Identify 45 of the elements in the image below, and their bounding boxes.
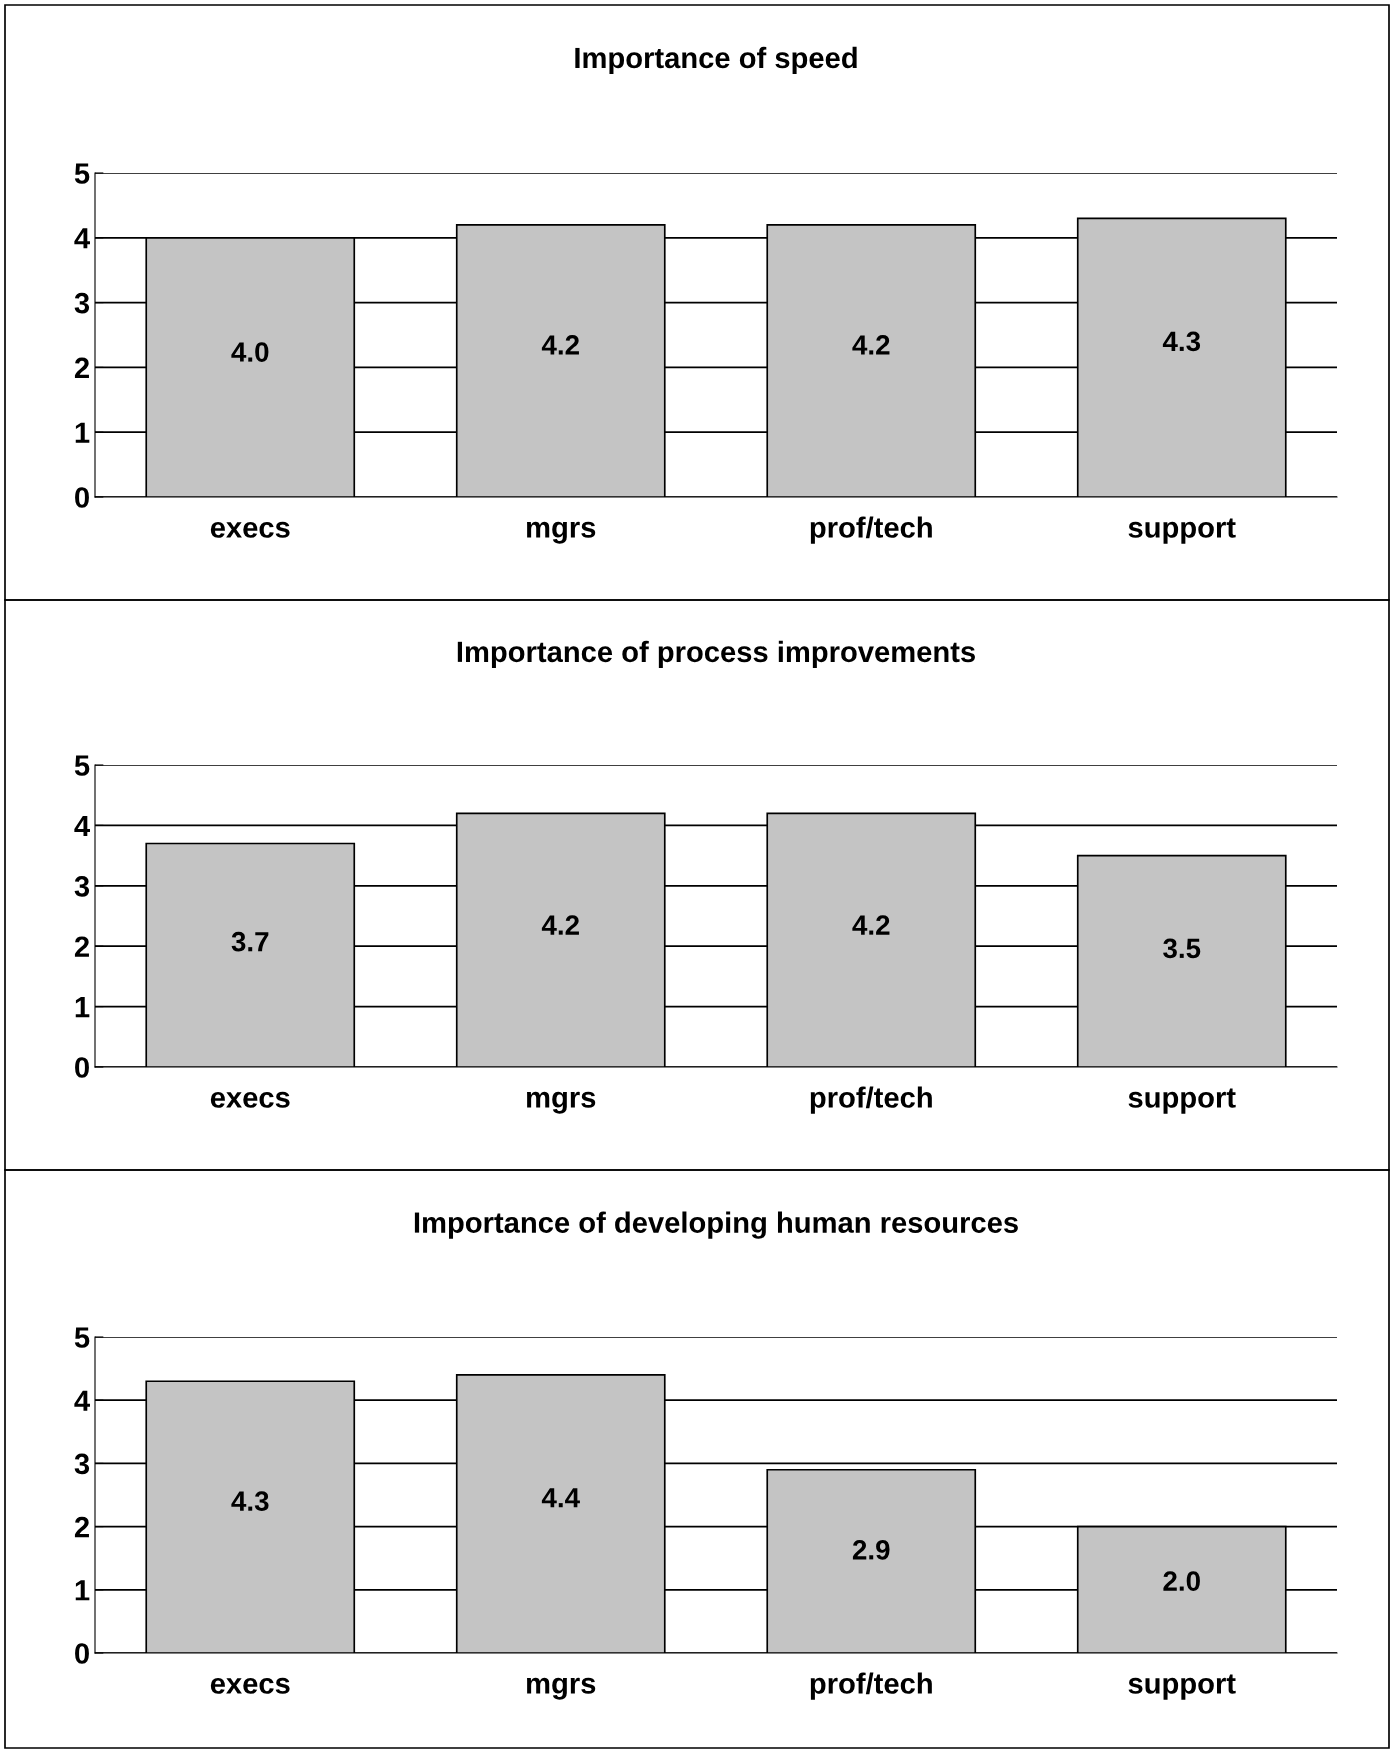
x-tick-label: mgrs: [527, 521, 596, 544]
x-tick-label: mgrs: [527, 1677, 596, 1700]
y-tick-label: 4: [74, 815, 90, 836]
x-tick-label: prof/tech: [810, 516, 932, 544]
y-tick-label: 5: [74, 163, 90, 184]
data-label: 2.9: [852, 1539, 890, 1560]
chart-title: Importance of developing human resources: [414, 1211, 1018, 1239]
y-tick-label: 1: [75, 997, 90, 1018]
x-tick-label: execs: [210, 521, 290, 538]
data-label: 4.0: [231, 342, 269, 362]
chart-title: Importance of speed: [575, 46, 857, 75]
x-tick-label: execs: [210, 1091, 290, 1108]
x-tick-label: support: [1128, 1088, 1236, 1114]
chart-title: Importance of process improvements: [457, 640, 975, 668]
y-tick-label: 2: [74, 1516, 89, 1538]
y-tick-label: 0: [75, 1643, 89, 1664]
data-label: 4.3: [231, 1491, 269, 1512]
x-tick-label: execs: [210, 1677, 290, 1694]
y-tick-label: 4: [74, 228, 90, 249]
data-label: 4.2: [852, 915, 890, 935]
y-tick-label: 1: [75, 422, 90, 443]
y-tick-label: 3: [74, 876, 90, 897]
data-label: 3.7: [231, 931, 269, 952]
y-tick-label: 2: [74, 357, 89, 378]
data-label: 4.4: [541, 1488, 580, 1508]
y-tick-label: 3: [74, 292, 90, 314]
x-tick-label: mgrs: [527, 1091, 596, 1114]
data-label: 3.5: [1163, 938, 1201, 959]
y-tick-label: 0: [75, 487, 89, 508]
data-label: 4.2: [541, 915, 579, 935]
y-tick-label: 3: [74, 1453, 90, 1475]
x-tick-label: support: [1128, 1674, 1236, 1700]
y-tick-label: 2: [74, 936, 89, 957]
x-tick-label: support: [1128, 518, 1236, 544]
data-label: 4.2: [541, 335, 579, 355]
y-tick-label: 5: [74, 1327, 90, 1348]
y-tick-label: 4: [74, 1390, 90, 1411]
data-label: 4.2: [852, 335, 890, 355]
data-label: 4.3: [1162, 331, 1201, 352]
x-tick-label: prof/tech: [810, 1672, 932, 1700]
x-tick-label: prof/tech: [810, 1086, 932, 1114]
data-label: 2.0: [1163, 1571, 1200, 1591]
y-tick-label: 1: [75, 1580, 90, 1601]
y-tick-label: 0: [75, 1057, 89, 1078]
y-tick-label: 5: [74, 755, 90, 776]
